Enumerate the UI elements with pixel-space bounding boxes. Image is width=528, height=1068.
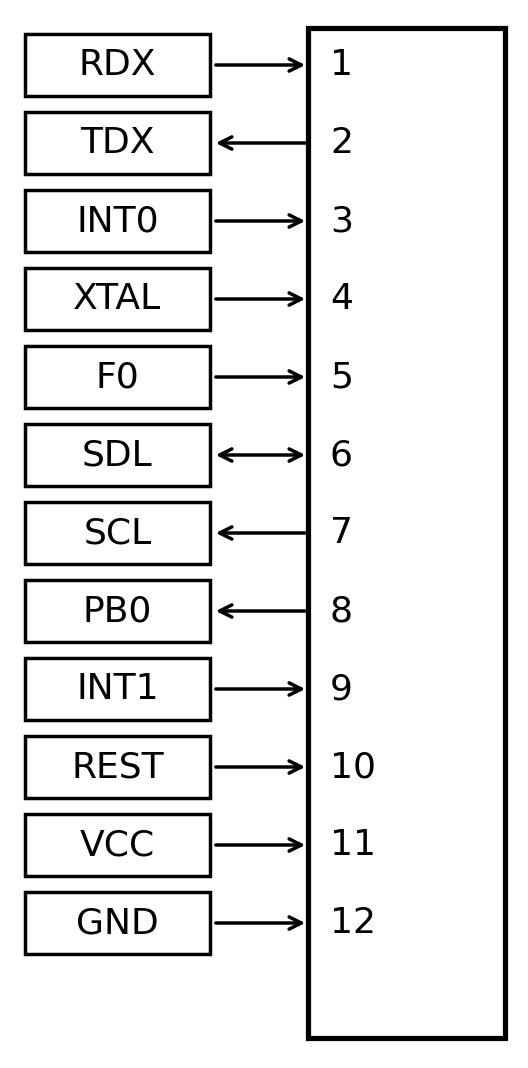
Bar xyxy=(25,502,210,564)
Text: GND: GND xyxy=(76,906,159,940)
Text: 3: 3 xyxy=(330,204,353,238)
Bar xyxy=(25,658,210,720)
Text: 7: 7 xyxy=(330,516,353,550)
Text: 12: 12 xyxy=(330,906,376,940)
Text: 2: 2 xyxy=(330,126,353,160)
Text: TDX: TDX xyxy=(80,126,155,160)
Text: INT0: INT0 xyxy=(76,204,159,238)
Bar xyxy=(25,34,210,96)
Text: SCL: SCL xyxy=(83,516,152,550)
Text: 6: 6 xyxy=(330,438,353,472)
Text: F0: F0 xyxy=(96,360,139,394)
Bar xyxy=(25,268,210,330)
Text: 1: 1 xyxy=(330,48,353,82)
Bar xyxy=(25,424,210,486)
Bar xyxy=(25,580,210,642)
Bar xyxy=(25,346,210,408)
Text: RDX: RDX xyxy=(79,48,156,82)
Text: INT1: INT1 xyxy=(76,672,159,706)
Text: PB0: PB0 xyxy=(83,594,152,628)
Text: SDL: SDL xyxy=(82,438,153,472)
Text: VCC: VCC xyxy=(80,828,155,862)
Text: 5: 5 xyxy=(330,360,353,394)
Bar xyxy=(25,892,210,954)
Text: REST: REST xyxy=(71,750,164,784)
Text: 8: 8 xyxy=(330,594,353,628)
Text: XTAL: XTAL xyxy=(73,282,162,316)
Text: 11: 11 xyxy=(330,828,376,862)
Bar xyxy=(25,112,210,174)
Bar xyxy=(308,28,505,1038)
Text: 10: 10 xyxy=(330,750,376,784)
Bar xyxy=(25,814,210,876)
Bar xyxy=(25,736,210,798)
Bar xyxy=(25,190,210,252)
Text: 4: 4 xyxy=(330,282,353,316)
Text: 9: 9 xyxy=(330,672,353,706)
